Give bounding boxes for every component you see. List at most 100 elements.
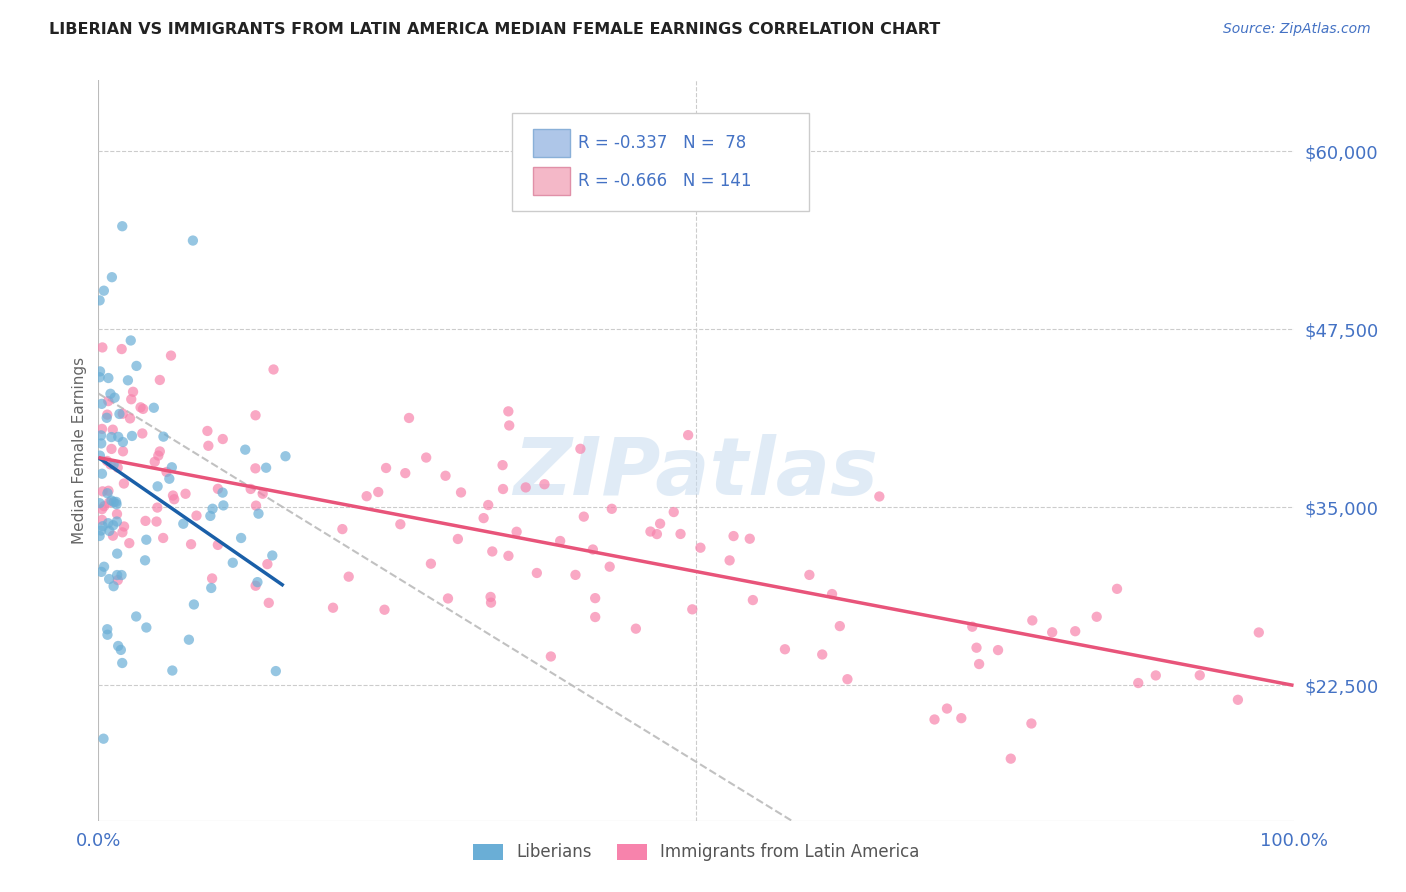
Point <box>477 498 499 512</box>
Point <box>89 496 111 510</box>
Point <box>201 501 224 516</box>
Point <box>131 426 153 441</box>
Point <box>967 657 990 671</box>
Point <box>197 424 219 438</box>
Point <box>572 509 595 524</box>
Point <box>1128 676 1150 690</box>
Point <box>373 603 395 617</box>
Point <box>160 349 183 363</box>
Point <box>375 461 398 475</box>
Point <box>96 410 118 425</box>
Point <box>212 499 235 513</box>
Point <box>966 640 988 655</box>
Point <box>149 444 172 458</box>
Point <box>245 499 267 513</box>
Point <box>447 532 470 546</box>
Point <box>811 648 834 662</box>
Point <box>90 428 112 442</box>
Point <box>134 553 156 567</box>
Point <box>200 581 222 595</box>
Point <box>669 527 692 541</box>
Point <box>252 487 274 501</box>
Point <box>274 449 297 463</box>
Point <box>239 482 262 496</box>
Point <box>689 541 711 555</box>
Point <box>112 476 135 491</box>
Point <box>738 532 761 546</box>
Point <box>143 455 166 469</box>
Point <box>924 713 946 727</box>
Point <box>263 362 285 376</box>
Point <box>645 527 668 541</box>
Point <box>146 500 169 515</box>
Point <box>96 628 118 642</box>
Point <box>120 334 142 348</box>
Point <box>1040 625 1063 640</box>
Point <box>434 468 457 483</box>
Point <box>101 270 124 285</box>
Point <box>337 569 360 583</box>
Point <box>828 619 851 633</box>
Point <box>129 401 152 415</box>
Point <box>177 632 200 647</box>
Point <box>162 664 184 678</box>
Point <box>149 373 172 387</box>
Point <box>160 460 183 475</box>
Point <box>181 234 204 248</box>
Point <box>91 502 114 516</box>
Point <box>89 364 111 378</box>
Point <box>600 501 623 516</box>
Point <box>548 533 571 548</box>
Point <box>1064 624 1087 639</box>
Point <box>111 219 134 234</box>
Point <box>799 568 821 582</box>
Point <box>157 472 180 486</box>
Point <box>107 460 129 475</box>
Point <box>118 536 141 550</box>
Point <box>582 542 605 557</box>
Point <box>142 401 165 415</box>
Point <box>112 519 135 533</box>
Point <box>257 596 280 610</box>
Point <box>332 522 354 536</box>
Point <box>125 359 148 373</box>
Point <box>91 341 114 355</box>
Point <box>90 436 112 450</box>
Point <box>91 513 114 527</box>
Point <box>398 411 420 425</box>
Point <box>96 408 118 422</box>
Point <box>526 566 548 580</box>
Point <box>117 373 139 387</box>
Point <box>105 568 128 582</box>
Point <box>146 479 169 493</box>
Point <box>135 620 157 634</box>
Point <box>90 397 112 411</box>
Point <box>247 507 270 521</box>
Point <box>936 701 959 715</box>
Point <box>569 442 592 456</box>
Point <box>479 596 502 610</box>
Point <box>821 587 844 601</box>
Text: LIBERIAN VS IMMIGRANTS FROM LATIN AMERICA MEDIAN FEMALE EARNINGS CORRELATION CHA: LIBERIAN VS IMMIGRANTS FROM LATIN AMERIC… <box>49 22 941 37</box>
Point <box>207 482 229 496</box>
Point <box>163 492 186 507</box>
Point <box>174 487 197 501</box>
Point <box>97 394 120 409</box>
Point <box>132 401 155 416</box>
Point <box>183 598 205 612</box>
Point <box>98 524 121 538</box>
Point <box>103 458 125 472</box>
Point <box>91 422 114 436</box>
Point <box>1000 752 1022 766</box>
Point <box>172 516 194 531</box>
Point <box>101 423 124 437</box>
Point <box>93 731 115 746</box>
Point <box>207 538 229 552</box>
Y-axis label: Median Female Earnings: Median Female Earnings <box>72 357 87 544</box>
Point <box>540 649 562 664</box>
Point <box>135 533 157 547</box>
Point <box>97 516 120 531</box>
Point <box>599 559 621 574</box>
Point <box>98 572 121 586</box>
Point <box>356 489 378 503</box>
